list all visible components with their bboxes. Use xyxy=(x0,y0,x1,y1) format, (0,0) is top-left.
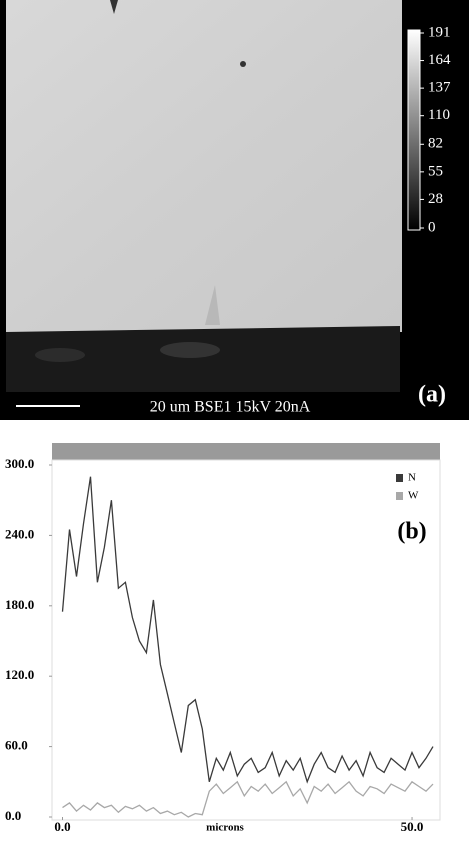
colorbar-label: 0 xyxy=(428,219,436,235)
plot-area xyxy=(51,459,441,821)
pore xyxy=(110,0,118,14)
legend-label: N xyxy=(408,472,416,484)
colorbar-label: 137 xyxy=(428,80,451,96)
y-tick-label: 180.0 xyxy=(5,597,34,612)
scale-text: 20 um BSE1 15kV 20nA xyxy=(150,399,311,416)
colorbar-label: 110 xyxy=(428,107,450,123)
colorbar-label: 28 xyxy=(428,191,443,207)
y-tick-label: 300.0 xyxy=(5,456,34,471)
plot-header xyxy=(52,443,440,460)
y-tick-label: 240.0 xyxy=(5,526,34,541)
colorbar-label: 55 xyxy=(428,163,443,179)
substrate xyxy=(6,326,400,392)
y-tick-label: 120.0 xyxy=(5,667,34,682)
y-tick-label: 0.0 xyxy=(5,808,21,823)
colorbar-label: 82 xyxy=(428,136,443,152)
colorbar-label: 164 xyxy=(428,52,451,68)
series-line xyxy=(61,476,434,784)
x-tick-label: 50.0 xyxy=(401,819,424,834)
panel-label: (a) xyxy=(418,382,446,408)
panel-label: (b) xyxy=(397,519,426,545)
legend-label: W xyxy=(408,490,419,502)
series-line xyxy=(62,780,434,818)
legend-swatch xyxy=(396,474,403,482)
colorbar xyxy=(407,29,421,231)
colorbar-label: 191 xyxy=(428,24,451,40)
x-axis-label: microns xyxy=(206,822,244,834)
y-tick-label: 60.0 xyxy=(5,738,28,753)
feature xyxy=(205,285,220,325)
pore xyxy=(240,61,246,67)
blotch xyxy=(160,342,220,358)
x-tick-label: 0.0 xyxy=(54,819,70,834)
blotch xyxy=(35,348,85,362)
legend-swatch xyxy=(396,492,403,500)
sem-image xyxy=(6,0,402,332)
